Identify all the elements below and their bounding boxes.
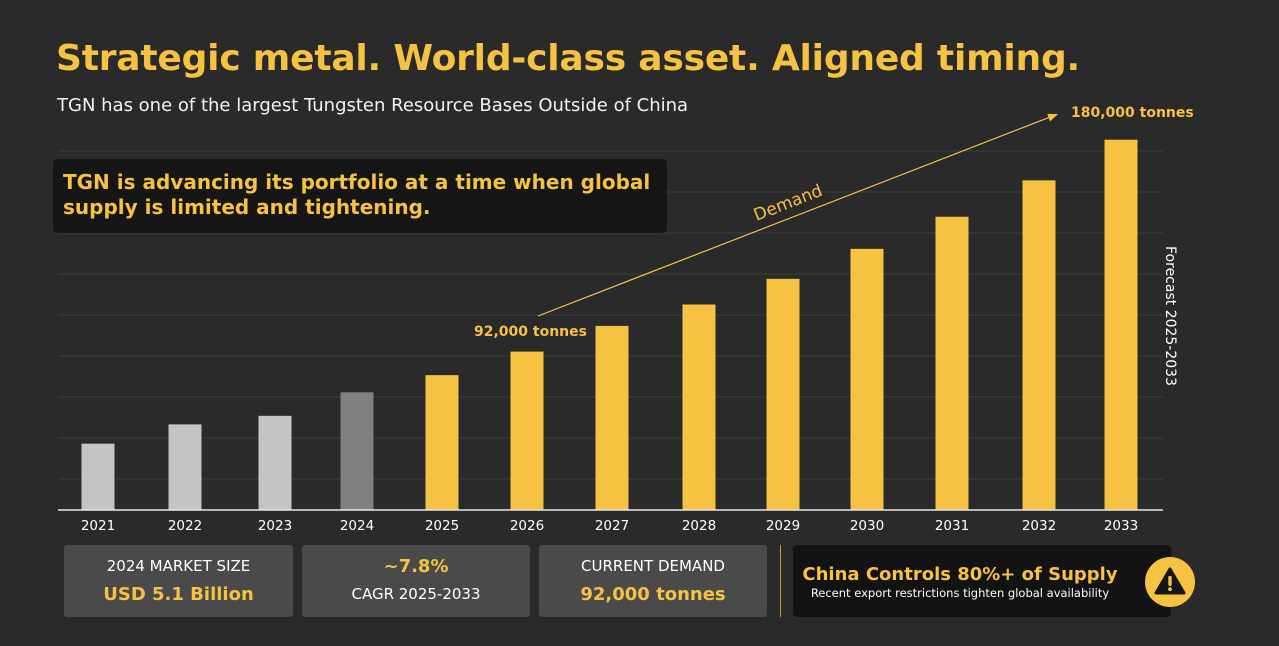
bar-2030 xyxy=(850,248,884,510)
bar-2023 xyxy=(258,415,292,510)
bar-2021 xyxy=(81,443,115,510)
forecast-period-label: Forecast 2025-2033 xyxy=(1162,246,1178,386)
chart-bars xyxy=(81,139,1138,510)
bar-2026 xyxy=(510,351,544,510)
x-axis-ticks: 2021 2022 2023 2024 2025 2026 2027 2028 2029 2030… xyxy=(81,518,1138,534)
current-demand-label: CURRENT DEMAND xyxy=(581,557,725,575)
warning-icon xyxy=(1145,557,1195,607)
tick-label-2029: 2029 xyxy=(766,518,800,534)
bar-2031 xyxy=(935,216,969,510)
cagr-value: ~7.8% xyxy=(383,556,449,577)
tick-label-2028: 2028 xyxy=(682,518,716,534)
cagr-label: CAGR 2025-2033 xyxy=(351,585,481,603)
callout-line-1: TGN is advancing its portfolio at a time… xyxy=(63,170,651,194)
bar-2028 xyxy=(682,304,716,510)
tick-label-2033: 2033 xyxy=(1104,518,1138,534)
cagr-card: ~7.8% CAGR 2025-2033 xyxy=(302,545,530,617)
tick-label-2024: 2024 xyxy=(340,518,374,534)
bar-2025 xyxy=(425,375,459,510)
current-demand-card: CURRENT DEMAND 92,000 tonnes xyxy=(539,545,767,617)
bar-2022 xyxy=(168,424,202,510)
tick-label-2027: 2027 xyxy=(595,518,629,534)
start-value-label: 92,000 tonnes xyxy=(474,324,587,340)
tick-label-2030: 2030 xyxy=(850,518,884,534)
alert-text: Recent export restrictions tighten globa… xyxy=(810,586,1110,600)
supply-alert-box: China Controls 80%+ of Supply Recent exp… xyxy=(793,545,1171,617)
end-value-label: 180,000 tonnes xyxy=(1071,105,1194,121)
page-subtitle: TGN has one of the largest Tungsten Reso… xyxy=(57,95,689,116)
bar-2033 xyxy=(1104,139,1138,510)
tick-label-2021: 2021 xyxy=(81,518,115,534)
bar-2029 xyxy=(766,278,800,510)
section-divider xyxy=(780,545,781,617)
demand-trend-arrowhead xyxy=(1047,113,1058,122)
page-title: Strategic metal. World-class asset. Alig… xyxy=(56,38,1081,79)
callout-line-2: supply is limited and tightening. xyxy=(63,195,431,219)
demand-trend-line xyxy=(537,115,1053,317)
tick-label-2031: 2031 xyxy=(935,518,969,534)
current-demand-value: 92,000 tonnes xyxy=(580,584,726,605)
alert-title: China Controls 80%+ of Supply xyxy=(802,564,1118,585)
market-size-label: 2024 MARKET SIZE xyxy=(106,557,251,575)
tick-label-2023: 2023 xyxy=(258,518,292,534)
bar-2027 xyxy=(595,325,629,510)
market-size-value: USD 5.1 Billion xyxy=(103,584,254,605)
bar-2032 xyxy=(1022,180,1056,510)
tick-label-2026: 2026 xyxy=(510,518,544,534)
tick-label-2032: 2032 xyxy=(1022,518,1056,534)
callout-box: TGN is advancing its portfolio at a time… xyxy=(53,159,667,233)
tick-label-2022: 2022 xyxy=(168,518,202,534)
market-size-card: 2024 MARKET SIZE USD 5.1 Billion xyxy=(64,545,293,617)
tick-label-2025: 2025 xyxy=(425,518,459,534)
bar-2024 xyxy=(340,392,374,510)
